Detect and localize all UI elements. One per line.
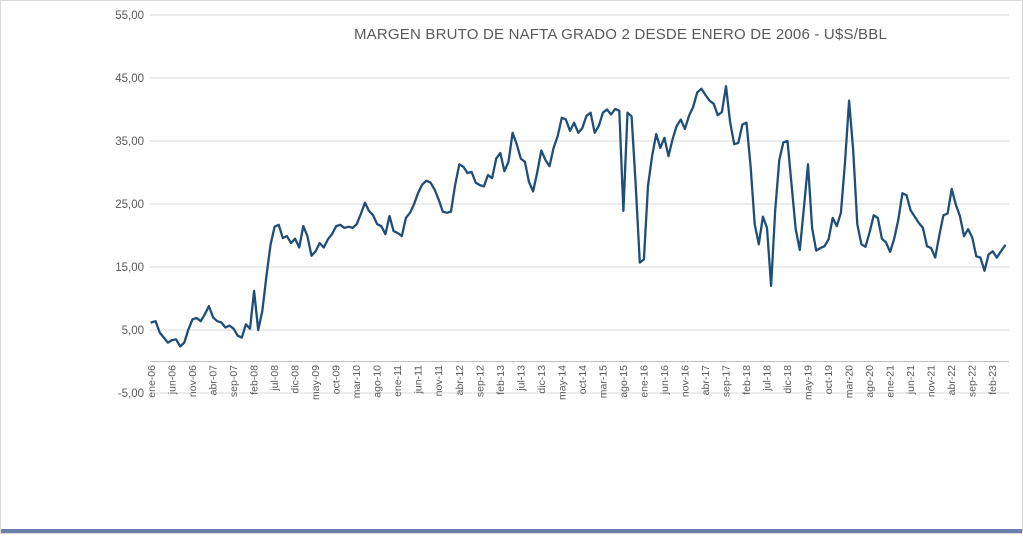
series-line [150,85,1007,348]
x-tick-label: jun-16 [659,365,671,395]
x-tick-label: jun-11 [413,365,425,395]
x-tick-label: mar-20 [844,365,856,398]
x-tick-label: jul-08 [269,365,281,392]
x-tick-label: ago-15 [618,365,630,398]
y-tick-label: 55,00 [115,10,144,22]
x-tick-label: abr-17 [700,365,712,396]
x-tick-label: dic-08 [290,365,302,394]
x-tick-label: jun-06 [167,365,179,395]
x-tick-label: dic-18 [782,365,794,394]
x-tick-label: oct-19 [823,365,835,394]
y-tick-label: 15,00 [115,262,144,274]
x-tick-label: sep-12 [474,365,486,397]
x-tick-label: abr-12 [454,365,466,396]
x-tick-label: ene-06 [146,365,158,398]
x-tick-label: may-14 [556,365,568,400]
x-tick-label: jul-13 [515,365,527,392]
x-tick-label: oct-14 [577,365,589,394]
x-tick-label: ene-21 [885,365,897,398]
x-tick-label: oct-09 [331,365,343,394]
y-tick-label: 5,00 [122,325,144,337]
x-tick-label: may-09 [310,365,322,400]
x-tick-label: mar-15 [597,365,609,398]
x-tick-label: ago-20 [864,365,876,398]
window-bottom-edge [1,529,1022,533]
x-tick-label: nov-21 [926,365,938,397]
x-tick-label: ago-10 [372,365,384,398]
x-tick-label: abr-22 [946,365,958,396]
x-tick-label: nov-16 [679,365,691,397]
x-tick-label: feb-23 [987,365,999,395]
x-tick-label: feb-08 [249,365,261,395]
x-tick-label: feb-18 [741,365,753,395]
x-tick-label: mar-10 [351,365,363,398]
x-tick-label: feb-13 [495,365,507,395]
x-tick-label: jun-21 [905,365,917,395]
x-tick-label: nov-06 [187,365,199,397]
x-tick-label: may-19 [803,365,815,400]
chart-title: MARGEN BRUTO DE NAFTA GRADO 2 DESDE ENER… [353,26,888,43]
y-tick-label: 35,00 [115,136,144,148]
x-tick-label: sep-17 [720,365,732,397]
x-tick-label: nov-11 [433,365,445,396]
x-tick-label: ene-16 [638,365,650,398]
x-tick-label: sep-22 [967,365,979,397]
y-tick-label: 25,00 [115,199,144,211]
x-tick-label: abr-07 [208,365,220,396]
x-tick-label: jul-18 [762,365,774,392]
y-tick-label: -5,00 [118,388,144,400]
x-tick-label: dic-13 [536,365,548,394]
x-tick-label: ene-11 [392,365,404,397]
x-tick-label: sep-07 [228,365,240,397]
y-tick-label: 45,00 [115,73,144,85]
